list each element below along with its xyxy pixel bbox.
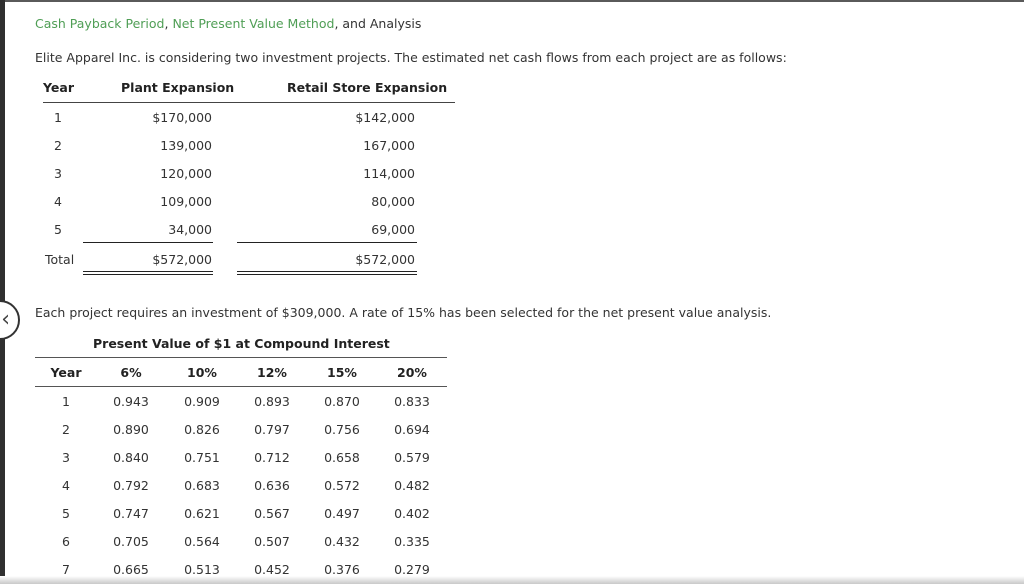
pv-cell-factor: 0.890 [113, 422, 149, 437]
pv-cell-factor: 0.826 [184, 422, 220, 437]
pv-cell-year: 3 [62, 450, 70, 465]
header-plant-expansion: Plant Expansion [121, 80, 235, 95]
cell-year: 2 [54, 138, 62, 153]
pv-cell-factor: 0.402 [394, 506, 430, 521]
pv-cell-factor: 0.376 [324, 562, 360, 577]
pv-header-rate: 15% [327, 365, 357, 380]
pv-cell-factor: 0.797 [254, 422, 290, 437]
pv-cell-factor: 0.792 [113, 478, 149, 493]
pv-cell-year: 4 [62, 478, 70, 493]
left-edge-bar [0, 0, 5, 584]
pv-cell-factor: 0.507 [254, 534, 290, 549]
pv-cell-factor: 0.840 [113, 450, 149, 465]
pv-header-year: Year [50, 365, 82, 380]
pv-cell-factor: 0.712 [254, 450, 290, 465]
pv-cell-factor: 0.751 [184, 450, 220, 465]
pv-cell-factor: 0.683 [184, 478, 220, 493]
link-cash-payback-period[interactable]: Cash Payback Period [35, 16, 165, 31]
pv-cell-factor: 0.658 [324, 450, 360, 465]
pv-cell-factor: 0.870 [324, 394, 360, 409]
pv-header-rate: 12% [257, 365, 287, 380]
pv-cell-factor: 0.705 [113, 534, 149, 549]
pv-cell-factor: 0.747 [113, 506, 149, 521]
window-top-border [0, 0, 1024, 2]
cell-year: 5 [54, 222, 62, 237]
total-double-rule-retail [237, 271, 417, 275]
back-button[interactable]: ‹ [0, 300, 20, 340]
pv-cell-factor: 0.621 [184, 506, 220, 521]
pv-cell-factor: 0.564 [184, 534, 220, 549]
cell-year: 1 [54, 110, 62, 125]
pv-cell-factor: 0.497 [324, 506, 360, 521]
pv-cell-factor: 0.636 [254, 478, 290, 493]
total-retail-store-expansion: $572,000 [355, 252, 415, 267]
pv-header-rate: 6% [120, 365, 142, 380]
pv-cell-factor: 0.909 [184, 394, 220, 409]
pv-cell-factor: 0.567 [254, 506, 290, 521]
cell-plant-expansion: 34,000 [168, 222, 212, 237]
cell-year: 4 [54, 194, 62, 209]
pv-cell-year: 1 [62, 394, 70, 409]
cell-retail-store-expansion: 80,000 [371, 194, 415, 209]
pv-cell-year: 7 [62, 562, 70, 577]
pv-header-rate: 20% [397, 365, 427, 380]
link-net-present-value-method[interactable]: Net Present Value Method [172, 16, 335, 31]
chevron-left-icon: ‹ [1, 307, 10, 332]
pv-table-caption: Present Value of $1 at Compound Interest [93, 336, 390, 351]
cell-retail-store-expansion: $142,000 [355, 110, 415, 125]
pv-cell-factor: 0.579 [394, 450, 430, 465]
pv-cell-factor: 0.335 [394, 534, 430, 549]
header-year: Year [43, 80, 74, 95]
pv-cell-year: 2 [62, 422, 70, 437]
title-suffix: , and Analysis [334, 16, 422, 31]
pv-cell-factor: 0.279 [394, 562, 430, 577]
pv-cell-year: 6 [62, 534, 70, 549]
pv-cell-factor: 0.833 [394, 394, 430, 409]
pv-cell-factor: 0.572 [324, 478, 360, 493]
pv-header-rule [35, 386, 447, 387]
intro-paragraph: Elite Apparel Inc. is considering two in… [35, 50, 787, 65]
pv-cell-factor: 0.943 [113, 394, 149, 409]
cell-retail-store-expansion: 69,000 [371, 222, 415, 237]
bottom-shadow [0, 576, 1024, 584]
total-label: Total [45, 252, 75, 267]
header-rule [43, 102, 455, 103]
cell-year: 3 [54, 166, 62, 181]
pv-cell-factor: 0.482 [394, 478, 430, 493]
page-title: Cash Payback Period, Net Present Value M… [35, 16, 422, 31]
pv-cell-factor: 0.665 [113, 562, 149, 577]
cell-retail-store-expansion: 114,000 [363, 166, 415, 181]
pv-cell-factor: 0.452 [254, 562, 290, 577]
header-retail-store-expansion: Retail Store Expansion [287, 80, 448, 95]
pv-cell-factor: 0.893 [254, 394, 290, 409]
total-plant-expansion: $572,000 [152, 252, 212, 267]
pv-header-rate: 10% [187, 365, 217, 380]
pv-cell-year: 5 [62, 506, 70, 521]
cell-plant-expansion: 120,000 [160, 166, 212, 181]
cell-plant-expansion: 109,000 [160, 194, 212, 209]
subtotal-rule-plant [83, 242, 213, 243]
cell-plant-expansion: 139,000 [160, 138, 212, 153]
pv-cell-factor: 0.694 [394, 422, 430, 437]
investment-paragraph: Each project requires an investment of $… [35, 305, 772, 320]
pv-cell-factor: 0.432 [324, 534, 360, 549]
pv-cell-factor: 0.756 [324, 422, 360, 437]
total-double-rule-plant [83, 271, 213, 275]
cell-retail-store-expansion: 167,000 [363, 138, 415, 153]
pv-cell-factor: 0.513 [184, 562, 220, 577]
cell-plant-expansion: $170,000 [152, 110, 212, 125]
subtotal-rule-retail [237, 242, 417, 243]
pv-top-rule [35, 357, 447, 358]
